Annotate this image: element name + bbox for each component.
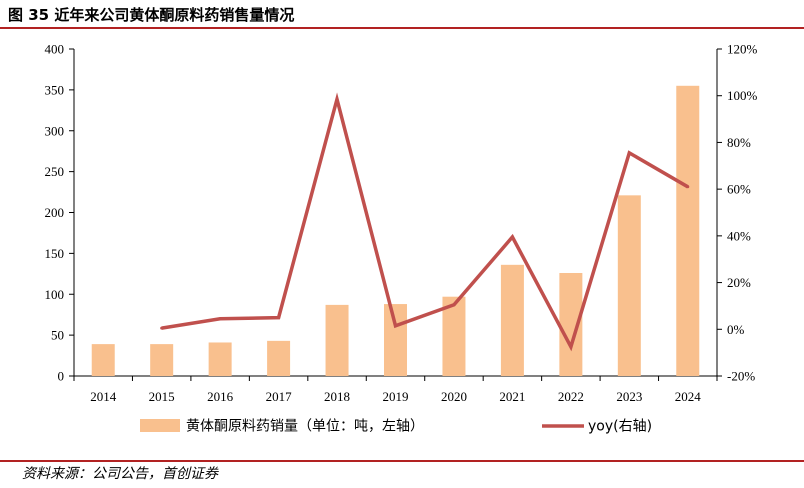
yoy-point — [218, 317, 222, 321]
yoy-point — [569, 345, 573, 349]
axes: 0 50 100 150 200 250 300 350 400 -20% 0% 20% 40% 60% 8… — [45, 42, 758, 405]
right-tick-label: 100% — [727, 88, 758, 103]
yoy-line — [161, 92, 689, 352]
x-tick-label: 2020 — [441, 389, 467, 404]
source-note: 资料来源：公司公告，首创证券 — [22, 466, 218, 482]
yoy-point — [627, 151, 631, 155]
left-tick-label: 350 — [45, 82, 65, 97]
right-tick-label: 20% — [727, 275, 751, 290]
yoy-point — [160, 326, 164, 330]
bar — [559, 272, 583, 376]
x-tick-label: 2014 — [90, 389, 117, 404]
left-tick-label: 250 — [45, 164, 65, 179]
yoy-point — [335, 97, 339, 101]
legend-label-bar: 黄体酮原料药销量（单位：吨，左轴） — [186, 418, 424, 435]
x-tick-label: 2015 — [149, 389, 175, 404]
yoy-point — [452, 303, 456, 307]
right-tick-label: 80% — [727, 135, 751, 150]
legend-swatch-bar — [140, 419, 180, 432]
yoy-point — [394, 324, 397, 328]
left-tick-label: 150 — [45, 246, 65, 261]
x-tick-label: 2017 — [266, 389, 293, 404]
right-tick-label: 40% — [727, 228, 751, 243]
x-tick-label: 2022 — [558, 389, 584, 404]
chart-title: 图 35 近年来公司黄体酮原料药销售量情况 — [8, 6, 295, 24]
bar — [442, 296, 466, 376]
left-tick-label: 300 — [45, 123, 65, 138]
bar — [91, 344, 115, 376]
line-series — [160, 92, 690, 352]
bar — [617, 195, 641, 376]
yoy-point — [510, 235, 514, 239]
left-tick-label: 50 — [51, 328, 64, 343]
right-tick-label: 60% — [727, 182, 751, 197]
bar — [676, 85, 700, 376]
right-tick-label: -20% — [727, 369, 755, 384]
x-tick-label: 2024 — [675, 389, 702, 404]
right-tick-label: 120% — [727, 42, 758, 57]
x-tick-label: 2016 — [207, 389, 234, 404]
yoy-point — [686, 185, 690, 189]
bottom-rule — [0, 460, 804, 462]
left-tick-label: 0 — [58, 369, 65, 384]
left-tick-label: 400 — [45, 42, 65, 57]
bar — [150, 344, 174, 376]
bar — [267, 340, 291, 376]
bar — [500, 264, 524, 376]
legend-label-line: yoy(右轴) — [588, 419, 652, 435]
bar — [384, 304, 407, 376]
right-tick-label: 0% — [727, 322, 745, 337]
legend: 黄体酮原料药销量（单位：吨，左轴） yoy(右轴) — [140, 418, 652, 435]
x-tick-label: 2018 — [324, 389, 350, 404]
x-tick-label: 2021 — [499, 389, 525, 404]
bar-series — [91, 85, 700, 376]
bar — [208, 342, 232, 376]
title-rule — [0, 27, 804, 29]
x-tick-label: 2023 — [616, 389, 642, 404]
yoy-point — [277, 316, 281, 320]
left-tick-label: 200 — [45, 205, 65, 220]
bar — [325, 304, 349, 376]
x-tick-label: 2019 — [383, 389, 409, 404]
left-tick-label: 100 — [45, 287, 65, 302]
